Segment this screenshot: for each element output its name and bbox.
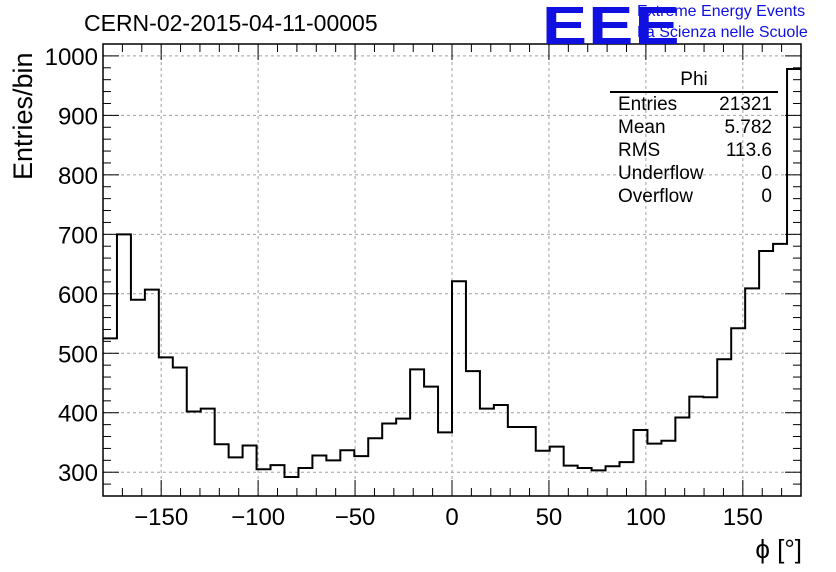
eee-logo: EEE [542,0,681,56]
histogram-bin [340,450,354,496]
histogram-bin [522,427,536,496]
histogram-bin [312,456,326,496]
chart-title: CERN-02-2015-04-11-00005 [84,10,378,36]
histogram-bin [117,234,131,496]
histogram-bin [201,409,215,496]
histogram-bin [717,359,731,496]
histogram-bin [145,290,159,496]
y-tick-label: 600 [58,282,98,309]
histogram-bin [675,417,689,496]
histogram-bin [438,432,452,496]
histogram-bin [396,419,410,496]
stats-row-underflow: Underflow 0 [610,162,778,185]
y-axis-label: Entries/bin [8,52,38,180]
stats-label: Overflow [618,186,693,207]
stats-row-rms: RMS 113.6 [610,139,778,162]
stats-value: 0 [761,163,772,184]
histogram-bin [480,409,494,496]
histogram-bin [284,477,298,496]
histogram-bin [508,427,522,496]
stats-label: Mean [618,117,666,138]
histogram-bin [661,441,675,496]
histogram-bin [159,357,173,496]
stats-box: Phi Entries 21321 Mean 5.782 RMS 113.6 U… [610,70,778,208]
stats-label: Entries [618,94,678,115]
stats-value: 0 [761,186,772,207]
histogram-bin [466,371,480,496]
x-tick-label: 50 [536,504,563,531]
histogram-bin [689,397,703,496]
histogram-bin [410,369,424,496]
y-tick-label: 500 [58,341,98,368]
histogram-bin [606,466,620,496]
histogram-bin [424,387,438,496]
histogram-bin [703,397,717,496]
x-tick-label: 150 [723,504,763,531]
histogram-bin [564,466,578,496]
histogram-bin [187,412,201,496]
histogram-bin [173,368,187,496]
y-tick-label: 300 [58,460,98,487]
stats-title: Phi [610,70,778,93]
stats-value: 113.6 [725,140,772,161]
histogram-bin [592,470,606,496]
histogram-bin [382,423,396,496]
histogram-bin [257,469,271,496]
y-tick-label: 900 [58,103,98,130]
histogram-bin [633,430,647,496]
y-tick-label: 700 [58,222,98,249]
y-tick-label: 800 [58,163,98,190]
stats-row-overflow: Overflow 0 [610,185,778,208]
histogram-bin [647,444,661,496]
histogram-bin [550,447,564,496]
histogram-bin [243,445,257,496]
histogram-bin [215,444,229,496]
stats-value: 5.782 [724,117,772,138]
x-tick-label: 100 [626,504,666,531]
histogram-bin [229,457,243,496]
stats-row-entries: Entries 21321 [610,93,778,116]
x-axis-label: ϕ [°] [755,534,802,564]
histogram-bin [298,468,312,496]
histogram-bin [354,456,368,496]
plot-frame [102,43,802,497]
histogram-bin [452,281,466,496]
histogram-bin [536,451,550,496]
histogram-bin [773,244,787,496]
histogram-bin [368,438,382,496]
logo-tagline-2: La Scienza nelle Scuole [637,24,808,41]
stats-row-mean: Mean 5.782 [610,116,778,139]
histogram-bin [326,460,340,496]
x-tick-label: −150 [134,504,188,531]
histogram-bin [745,288,759,496]
histogram-series-phi [103,67,801,478]
stats-label: Underflow [618,163,704,184]
y-tick-label: 400 [58,401,98,428]
x-tick-label: −100 [231,504,285,531]
histogram-bin [494,405,508,496]
x-tick-label: −50 [335,504,376,531]
logo-tagline-1: Extreme Energy Events [637,3,806,20]
stats-value: 21321 [719,94,772,115]
x-tick-label: 0 [445,504,458,531]
histogram-bin [131,300,145,496]
stats-label: RMS [618,140,661,161]
histogram-bin [787,69,801,496]
histogram-bin [759,251,773,496]
y-tick-label: 1000 [45,44,98,71]
